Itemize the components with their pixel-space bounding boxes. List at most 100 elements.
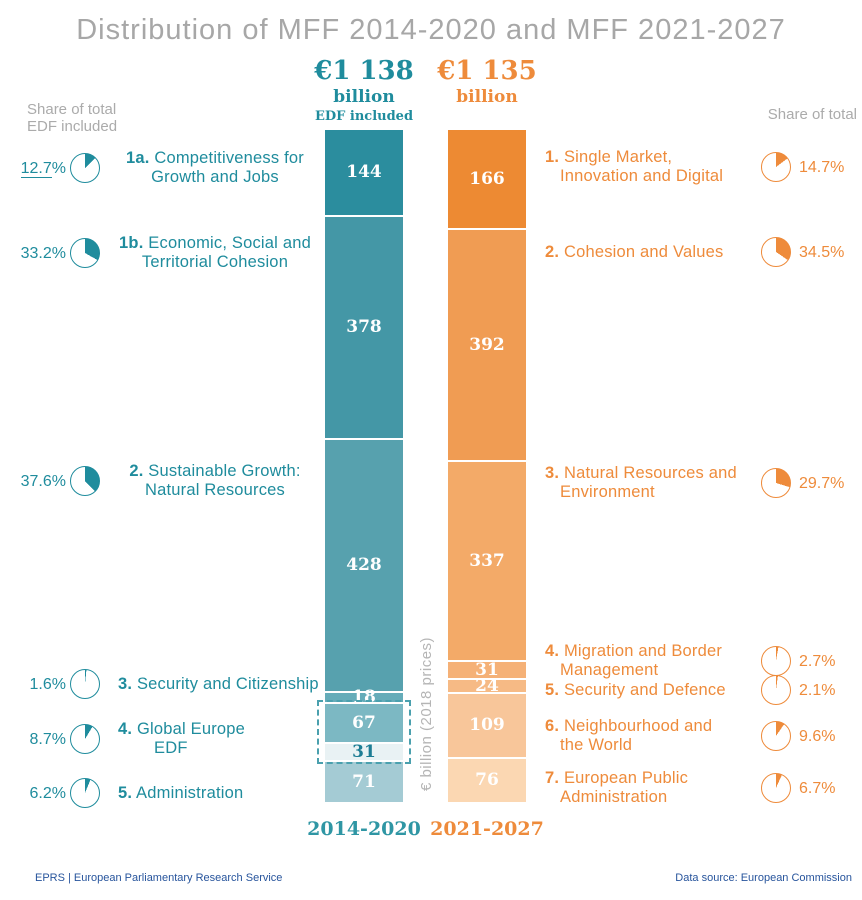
category-label-line: 2. Cohesion and Values bbox=[545, 242, 724, 261]
category-label-line: 7. European Public bbox=[545, 769, 689, 787]
bar-segment: 31 bbox=[448, 660, 526, 678]
pie-share-icon bbox=[70, 466, 100, 496]
category-label-line: 6. Neighbourhood and bbox=[545, 717, 713, 735]
share-percentage: 2.7% bbox=[799, 652, 836, 670]
pie-share-icon bbox=[761, 675, 791, 705]
category-label: 1. Single Market, Innovation and Digital bbox=[545, 148, 755, 186]
segment-value: 76 bbox=[475, 770, 499, 790]
category-label-line: 4. Global Europe bbox=[118, 720, 246, 738]
bar-segment: 76 bbox=[448, 757, 526, 802]
share-percentage: 12.7% bbox=[20, 159, 66, 178]
share-percentage: 6.2% bbox=[29, 784, 66, 802]
footer-source-left: EPRS | European Parliamentary Research S… bbox=[35, 872, 283, 884]
bar-segment: 144 bbox=[325, 130, 403, 215]
pie-share-icon bbox=[70, 778, 100, 808]
category-label: 5. Administration bbox=[110, 784, 320, 803]
pie-share-icon bbox=[70, 724, 100, 754]
y-axis-label: € billion (2018 prices) bbox=[418, 636, 435, 792]
category-number: 5. bbox=[545, 680, 560, 699]
category-number: 5. bbox=[118, 783, 133, 802]
category-label-line: 3. Security and Citizenship bbox=[118, 674, 319, 693]
stacked-bar-2014-2020: 144 378 428 18 67 31 71 bbox=[317, 130, 411, 802]
category-row: 3. Natural Resources and Environment 29.7% bbox=[545, 464, 858, 502]
segment-value: 166 bbox=[469, 168, 505, 189]
pie-share-icon bbox=[761, 721, 791, 751]
category-number: 3. bbox=[545, 464, 560, 482]
category-label-line: 1a. Competitiveness for bbox=[126, 149, 304, 167]
share-percentage: 9.6% bbox=[799, 727, 836, 745]
category-label: 2. Sustainable Growth: Natural Resources bbox=[110, 462, 320, 500]
category-label-line: 4. Migration and Border bbox=[545, 642, 723, 660]
stacked-bar-2021-2027: 166 392 337 31 24 109 76 bbox=[448, 130, 526, 802]
share-of-total-note-left: Share of total EDF included bbox=[27, 101, 118, 135]
category-label-line: 1. Single Market, bbox=[545, 148, 673, 166]
share-percentage: 29.7% bbox=[799, 474, 845, 492]
bar-segment: 24 bbox=[448, 677, 526, 694]
share-percentage: 6.7% bbox=[799, 779, 836, 797]
total-header-2021-2027: €1 135 billion bbox=[387, 58, 587, 106]
period-label-2014-2020: 2014-2020 bbox=[307, 818, 421, 840]
bar-segment: 71 bbox=[325, 760, 403, 802]
total-unit-right: billion bbox=[456, 87, 518, 107]
category-number: 2. bbox=[129, 462, 144, 480]
category-label-line: 5. Administration bbox=[118, 783, 244, 802]
total-value-right: €1 135 bbox=[437, 56, 537, 86]
category-row: 33.2% 1b. Economic, Social and Territorial… bbox=[8, 234, 320, 272]
pie-share-icon bbox=[761, 152, 791, 182]
bar-segment: 166 bbox=[448, 130, 526, 228]
bar-segment: 428 bbox=[325, 438, 403, 691]
underlined-share-number: 12.7 bbox=[20, 159, 52, 178]
bar-segment: 31 bbox=[325, 742, 403, 760]
bar-segment: 392 bbox=[448, 228, 526, 460]
segment-value: 378 bbox=[346, 317, 382, 337]
pie-share-icon bbox=[70, 153, 100, 183]
category-row: 6. Neighbourhood and the World 9.6% bbox=[545, 717, 858, 755]
share-percentage: 34.5% bbox=[799, 243, 845, 261]
category-number: 4. bbox=[545, 642, 560, 660]
category-row: 5. Security and Defence 2.1% bbox=[545, 675, 858, 705]
bar-segment: 378 bbox=[325, 215, 403, 438]
category-label-line: Innovation and Digital bbox=[560, 167, 724, 185]
category-label-line: 1b. Economic, Social and bbox=[119, 234, 311, 252]
segment-value: 337 bbox=[469, 550, 505, 571]
bar-segment: 109 bbox=[448, 692, 526, 757]
category-row: 7. European Public Administration 6.7% bbox=[545, 769, 858, 807]
category-row: 2. Cohesion and Values 34.5% bbox=[545, 237, 858, 267]
category-label: 2. Cohesion and Values bbox=[545, 243, 755, 262]
pie-share-icon bbox=[761, 468, 791, 498]
total-header-2014-2020: €1 138 billion EDF included bbox=[264, 58, 464, 123]
pie-share-icon bbox=[70, 238, 100, 268]
share-percentage: 33.2% bbox=[20, 244, 66, 262]
category-label-line: Growth and Jobs bbox=[151, 168, 279, 186]
category-label: 1a. Competitiveness for Growth and Jobs bbox=[110, 149, 320, 187]
pie-share-icon bbox=[761, 237, 791, 267]
category-number: 7. bbox=[545, 769, 560, 787]
category-number: 1b. bbox=[119, 234, 144, 252]
category-row: 12.7% 1a. Competitiveness for Growth and J… bbox=[8, 149, 320, 187]
category-row: 1. Single Market, Innovation and Digital 1… bbox=[545, 148, 858, 186]
category-number: 3. bbox=[118, 674, 133, 693]
category-label: 3. Security and Citizenship bbox=[110, 675, 320, 694]
share-of-total-note-right: Share of total bbox=[767, 106, 857, 123]
share-percentage: 2.1% bbox=[799, 681, 836, 699]
segment-value: 428 bbox=[346, 555, 382, 575]
pie-share-icon bbox=[70, 669, 100, 699]
bar-segment: 337 bbox=[448, 460, 526, 660]
segment-value: 67 bbox=[352, 712, 376, 733]
share-percentage: 37.6% bbox=[20, 472, 66, 490]
segment-value: 392 bbox=[469, 334, 505, 355]
segment-value: 18 bbox=[352, 687, 376, 707]
category-number: 4. bbox=[118, 720, 133, 738]
category-label: 6. Neighbourhood and the World bbox=[545, 717, 755, 755]
share-percentage: 8.7% bbox=[29, 730, 66, 748]
category-row: 6.2% 5. Administration bbox=[8, 778, 320, 808]
category-label: 1b. Economic, Social and Territorial Cohe… bbox=[110, 234, 320, 272]
category-label-line: Management bbox=[560, 661, 659, 679]
pie-share-icon bbox=[761, 646, 791, 676]
category-label-line: 3. Natural Resources and bbox=[545, 464, 737, 482]
share-percentage: 1.6% bbox=[29, 675, 66, 693]
category-label-line: EDF bbox=[154, 739, 188, 757]
category-label: 5. Security and Defence bbox=[545, 681, 755, 700]
category-label-line: Territorial Cohesion bbox=[141, 253, 289, 271]
